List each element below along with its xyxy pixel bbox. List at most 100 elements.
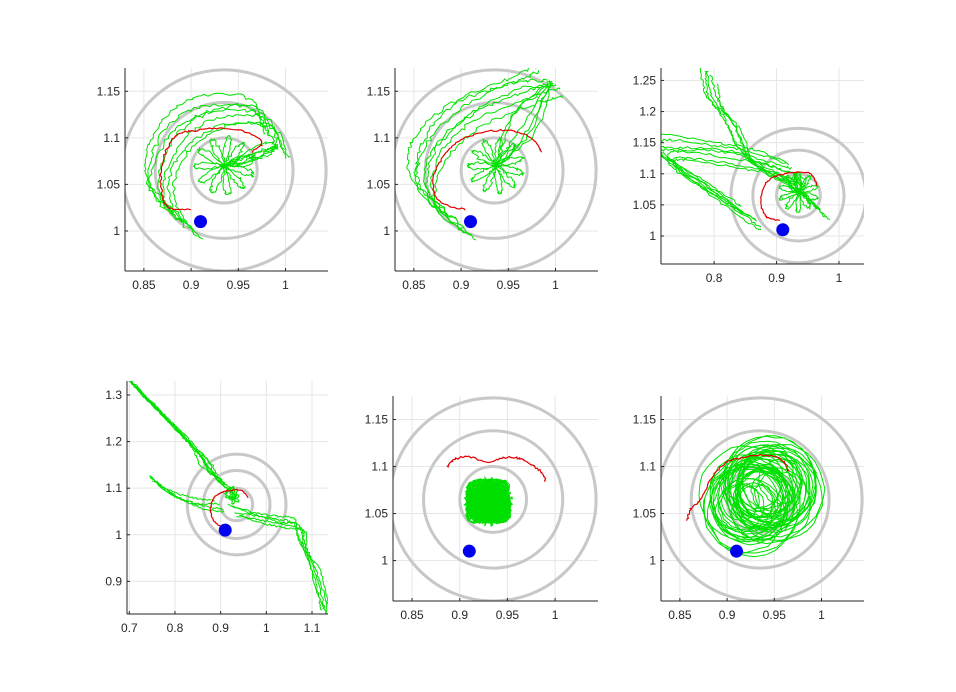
x-tick-label: 0.85 <box>402 278 426 292</box>
x-tick-label: 0.95 <box>227 278 251 292</box>
trajectory-line <box>145 102 270 216</box>
x-tick-label: 0.85 <box>400 608 424 622</box>
y-tick-label: 1 <box>649 554 656 568</box>
trajectory-line <box>238 514 328 614</box>
trajectory-line <box>495 83 553 168</box>
target-marker <box>464 215 478 229</box>
ring <box>422 429 565 570</box>
trajectory-line <box>136 386 236 496</box>
trajectory-line <box>171 121 291 240</box>
y-tick-label: 1 <box>113 224 120 238</box>
x-tick-label: 0.85 <box>132 278 156 292</box>
trajectory-line <box>494 80 552 165</box>
trajectory-line <box>224 145 276 168</box>
trajectory-line <box>794 172 803 193</box>
y-tick-label: 1.05 <box>633 507 657 521</box>
highlight-path <box>209 488 249 529</box>
target-marker <box>776 223 790 237</box>
x-tick-label: 0.9 <box>719 608 736 622</box>
ring <box>153 100 295 240</box>
trajectory-line <box>717 83 831 220</box>
trajectory-line <box>423 82 554 229</box>
panel-3: 0.8 0.9 1 1 1.05 1.1 1.15 1.2 1.25 <box>633 68 864 285</box>
trajectory-line <box>157 482 225 514</box>
highlight-path <box>446 455 547 482</box>
trajectory-line <box>661 148 795 221</box>
x-tick-label: 1 <box>836 271 843 285</box>
target-marker <box>462 544 476 558</box>
panel-4: 0.7 0.8 0.9 1 1.1 0.9 1 1.1 1.2 1.3 <box>105 381 328 635</box>
ring <box>729 126 864 264</box>
y-tick-label: 1.05 <box>633 198 657 212</box>
trajectory-line <box>424 83 557 234</box>
y-tick-label: 1.1 <box>105 481 122 495</box>
x-tick-label: 1 <box>282 278 289 292</box>
trajectory-line <box>236 515 328 614</box>
y-tick-label: 1.1 <box>373 131 390 145</box>
x-tick-label: 0.9 <box>453 278 470 292</box>
target-marker <box>218 523 232 537</box>
ring <box>661 396 864 601</box>
panel-2: 0.85 0.9 0.95 1 1 1.05 1.1 1.15 <box>367 68 598 292</box>
x-tick-label: 1 <box>263 621 270 635</box>
y-tick-label: 1 <box>649 229 656 243</box>
y-tick-label: 1.1 <box>639 167 656 181</box>
x-tick-label: 0.95 <box>763 608 787 622</box>
ring <box>689 429 831 570</box>
panel-1: 0.85 0.9 0.95 1 1 1.05 1.1 1.15 <box>97 68 328 292</box>
ring <box>459 136 529 205</box>
target-marker <box>730 544 744 558</box>
ring <box>775 172 822 219</box>
highlight-path <box>159 127 263 211</box>
y-tick-label: 1.25 <box>633 73 657 87</box>
trajectory-line <box>234 512 327 614</box>
y-tick-label: 1.15 <box>365 413 389 427</box>
x-tick-label: 0.8 <box>167 621 184 635</box>
target-marker <box>194 215 208 229</box>
y-tick-label: 1 <box>383 224 390 238</box>
trajectory-line <box>136 386 238 497</box>
trajectory-line <box>794 172 805 195</box>
highlight-path <box>686 453 790 521</box>
trajectory-line <box>147 103 276 223</box>
trajectory-loop <box>192 134 257 196</box>
y-tick-label: 1.05 <box>365 507 389 521</box>
ring <box>393 396 598 601</box>
trajectory-line <box>406 68 537 214</box>
x-tick-label: 0.9 <box>183 278 200 292</box>
ring <box>125 68 328 271</box>
x-tick-label: 1 <box>552 608 559 622</box>
trajectory-line <box>413 78 548 223</box>
trajectory-line <box>708 75 826 218</box>
x-tick-label: 0.95 <box>497 278 521 292</box>
trajectory-line <box>666 150 800 222</box>
x-tick-label: 0.95 <box>496 608 520 622</box>
y-tick-label: 1.1 <box>639 460 656 474</box>
trajectory-loop <box>466 136 526 195</box>
y-tick-label: 1.05 <box>97 177 121 191</box>
trajectory-line <box>495 81 551 165</box>
trajectory-line <box>223 141 278 167</box>
trajectory-line <box>223 145 276 168</box>
trajectory-line <box>414 70 540 219</box>
trajectory-line <box>661 138 790 213</box>
y-tick-label: 0.9 <box>105 574 122 588</box>
x-tick-label: 0.9 <box>768 271 785 285</box>
ring <box>219 486 255 523</box>
trajectory-loop <box>463 476 514 528</box>
y-tick-label: 1 <box>115 528 122 542</box>
y-tick-label: 1.2 <box>105 435 122 449</box>
ring <box>189 136 259 205</box>
ring <box>751 148 846 243</box>
trajectory-line <box>793 172 800 194</box>
trajectory-loop <box>698 435 826 558</box>
x-tick-label: 0.8 <box>706 271 723 285</box>
y-tick-label: 1.2 <box>639 105 656 119</box>
ring <box>458 465 528 534</box>
ring <box>423 100 565 240</box>
x-tick-label: 0.9 <box>212 621 229 635</box>
ring <box>185 452 288 557</box>
y-tick-label: 1.1 <box>371 460 388 474</box>
trajectory-line <box>429 87 561 236</box>
